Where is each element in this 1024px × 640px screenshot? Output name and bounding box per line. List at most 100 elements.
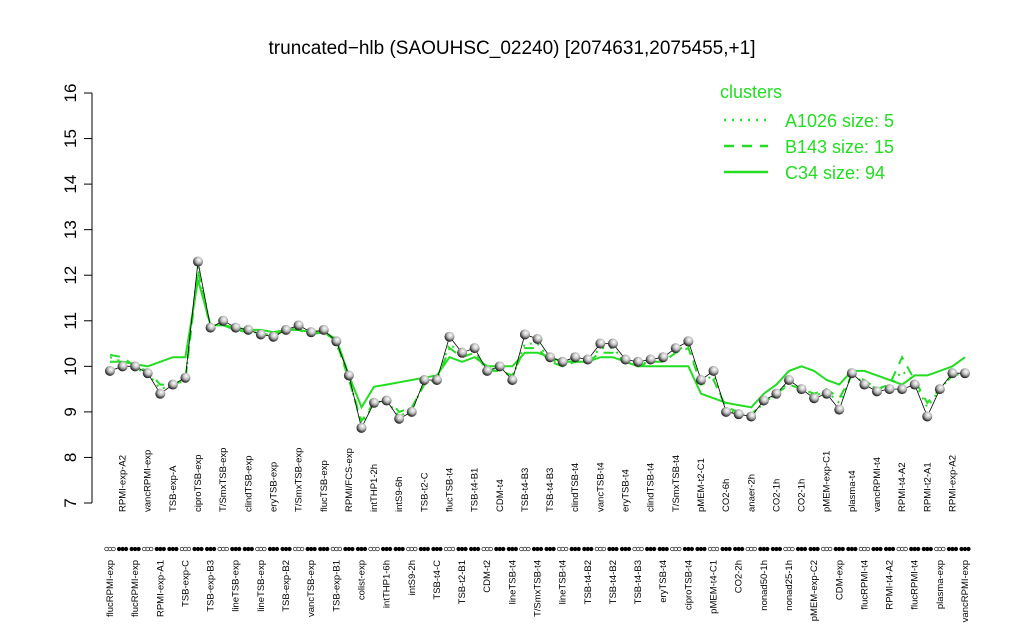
condition-dot	[740, 546, 745, 552]
condition-dot	[255, 546, 260, 552]
condition-dot	[330, 546, 335, 552]
condition-dot	[874, 546, 880, 552]
category-label: TSB-t4-C	[432, 560, 443, 600]
condition-dot	[494, 546, 499, 552]
condition-dot	[896, 546, 901, 552]
y-tick-label: 8	[61, 453, 80, 462]
condition-dot	[506, 546, 511, 552]
expression-point	[758, 395, 769, 406]
condition-dot	[170, 546, 175, 552]
condition-dot	[459, 546, 465, 552]
category-label: TSB-t4-B2	[608, 560, 619, 604]
condition-dot	[355, 546, 361, 552]
category-label: nonad50-1h	[759, 560, 770, 611]
condition-dot	[673, 546, 678, 552]
condition-dot	[120, 546, 125, 552]
condition-dot	[711, 546, 716, 552]
condition-dot	[702, 546, 707, 552]
condition-dot	[258, 546, 263, 552]
expression-point	[394, 413, 405, 424]
condition-dot	[928, 546, 933, 552]
category-label: clindTSB-t4	[570, 463, 581, 512]
condition-dot	[623, 546, 628, 552]
category-label: pMEM-t4-C1	[709, 560, 720, 614]
condition-dot	[749, 546, 754, 552]
condition-dot	[362, 546, 368, 552]
condition-dot	[318, 546, 323, 552]
y-tick-label: 11	[61, 312, 80, 330]
condition-dot	[846, 546, 851, 552]
category-label: RPMI/FCS-exp	[344, 448, 355, 512]
condition-dot	[149, 546, 154, 552]
category-label: eryTSB-t4	[658, 560, 669, 603]
category-label: T/SmxTSB-exp	[218, 448, 229, 512]
expression-point	[255, 329, 266, 340]
condition-dot	[400, 546, 405, 552]
condition-dot	[488, 546, 493, 552]
condition-dot	[953, 546, 959, 552]
condition-dot	[485, 546, 490, 552]
category-label: RPMI-exp-A1	[155, 560, 166, 617]
expression-point	[884, 384, 895, 395]
condition-dot	[167, 546, 172, 552]
condition-dot	[242, 546, 247, 552]
category-label: CDM-t4	[495, 479, 506, 512]
expression-point	[922, 411, 933, 422]
legend-label: A1026 size: 5	[785, 111, 894, 131]
condition-dot	[450, 546, 456, 552]
condition-dot	[438, 546, 443, 552]
expression-point	[130, 361, 141, 372]
category-label: ciproTSB-t4	[683, 560, 694, 610]
condition-dot	[682, 546, 687, 552]
condition-dot	[900, 546, 905, 552]
condition-dot	[233, 546, 238, 552]
condition-dot	[733, 546, 738, 552]
expression-point	[620, 354, 631, 365]
category-label: TSB-t4-B2	[583, 560, 594, 604]
condition-dot	[393, 546, 398, 552]
condition-dot	[136, 546, 141, 552]
expression-point	[746, 411, 757, 422]
condition-dot	[343, 546, 348, 552]
category-label: TSB-exp-C	[180, 560, 191, 607]
condition-dot	[195, 546, 201, 552]
category-label: clindTSB-t4	[646, 463, 657, 512]
condition-dot	[535, 546, 540, 552]
y-tick-label: 10	[61, 357, 80, 376]
y-tick-label: 14	[61, 175, 80, 194]
condition-dot	[903, 546, 908, 552]
expression-point	[180, 372, 191, 383]
category-label: eryTSB-exp	[268, 462, 279, 512]
condition-dot	[573, 546, 578, 552]
expression-point	[683, 336, 694, 347]
condition-dot	[123, 546, 129, 552]
category-label: CO2-6h	[721, 479, 732, 512]
condition-dot	[639, 546, 644, 552]
category-label: lineTSB-exp	[256, 560, 267, 612]
y-tick-label: 12	[61, 266, 80, 285]
expression-point	[557, 356, 568, 367]
condition-dot	[626, 546, 632, 552]
condition-dot	[560, 546, 565, 552]
category-label: RPMI-t2-A1	[922, 462, 933, 512]
condition-dot	[443, 546, 449, 552]
condition-dot	[312, 546, 317, 552]
category-label: clindTSB-exp	[243, 456, 254, 513]
condition-dot	[865, 546, 871, 552]
condition-dot	[186, 546, 192, 552]
category-label: T/SmxTSB-t4	[671, 455, 682, 512]
condition-dot	[557, 546, 562, 552]
condition-dot	[698, 546, 704, 552]
category-label: vancRPMI-t4	[872, 457, 883, 512]
category-label: pMEM-exp-C1	[822, 451, 833, 512]
condition-dot	[422, 546, 427, 552]
condition-dot	[821, 546, 826, 552]
condition-dot	[107, 546, 113, 552]
category-label: lineTSB-t4	[507, 560, 518, 604]
condition-dot	[853, 546, 858, 552]
cluster-line	[109, 265, 966, 429]
condition-dot	[418, 546, 423, 552]
condition-dot	[601, 546, 606, 552]
condition-dot	[664, 546, 669, 552]
expression-point	[507, 375, 518, 385]
